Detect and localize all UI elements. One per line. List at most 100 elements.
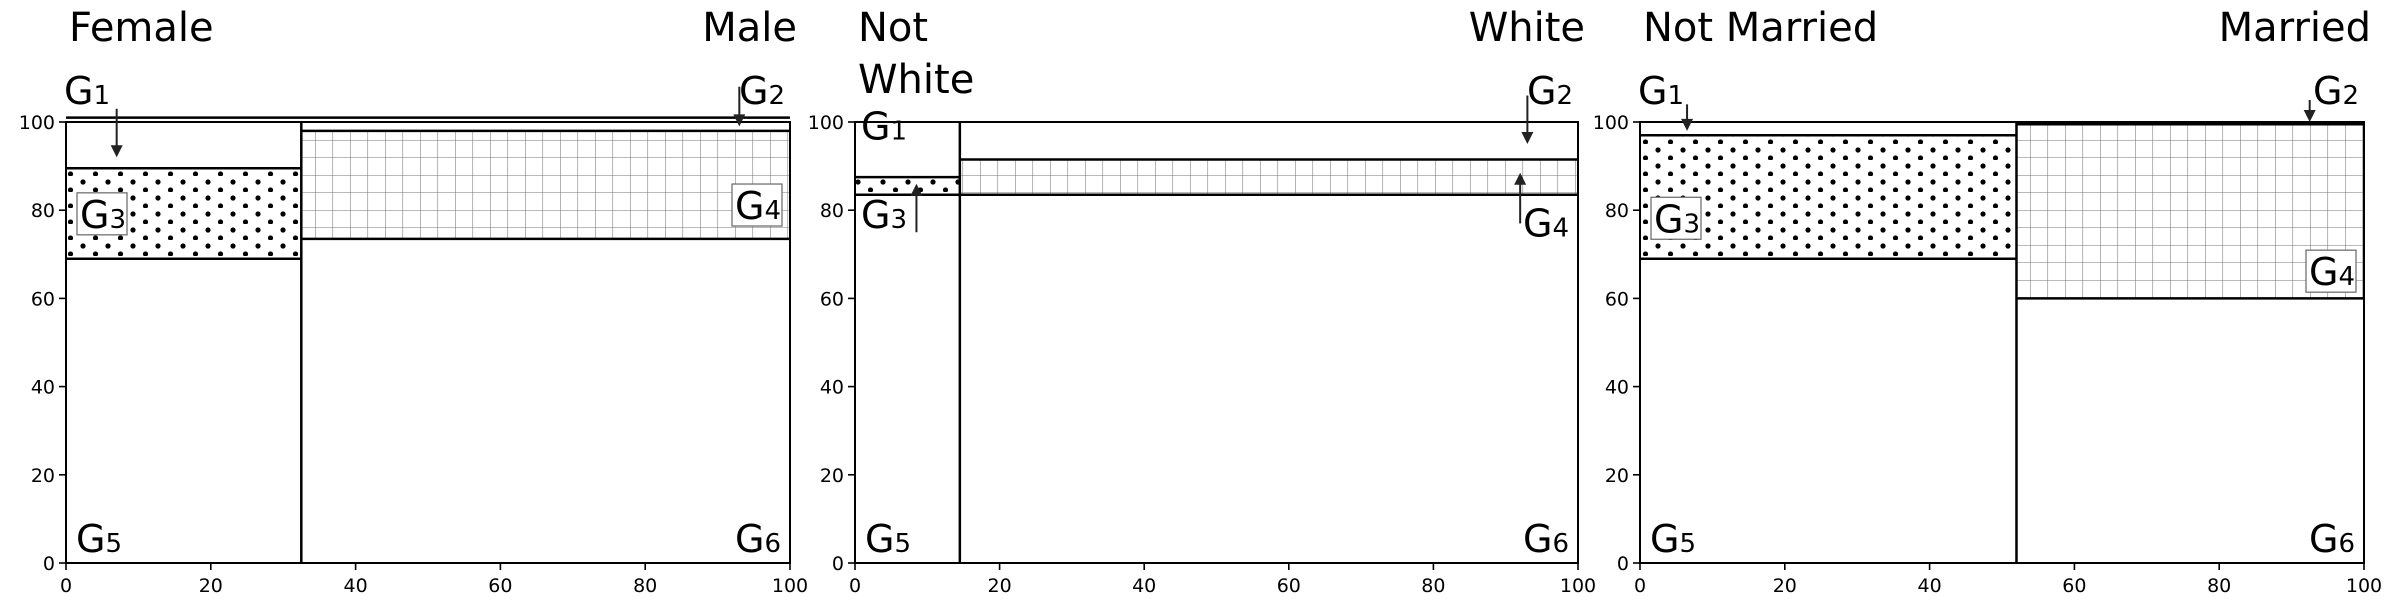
x-tick-label: 20 — [988, 575, 1012, 597]
group-label-g4: G4 — [2309, 250, 2355, 294]
y-tick-label: 80 — [1605, 200, 1629, 222]
category-label-line: Not — [858, 5, 928, 51]
group-label-main: G — [1638, 69, 1667, 113]
group-label-box — [731, 183, 783, 227]
group-label-main: G — [1523, 517, 1552, 561]
plot-frame — [1639, 121, 2365, 564]
category-label-right: Married — [2219, 5, 2371, 51]
y-tick-label: 0 — [1617, 553, 1629, 575]
y-tick-label: 20 — [31, 465, 55, 487]
pointer-arrow-head — [733, 114, 746, 127]
y-tick-label: 80 — [820, 200, 844, 222]
y-tick-label: 100 — [19, 112, 55, 134]
pointer-arrow-head — [2303, 110, 2316, 122]
group-label-g1: G1 — [64, 69, 110, 113]
group-label-sub: 5 — [1679, 529, 1696, 559]
group-label-sub: 1 — [890, 117, 907, 147]
group-label-g6: G6 — [735, 517, 781, 561]
category-label-left: Not Married — [1643, 5, 1878, 51]
group-label-main: G — [865, 517, 894, 561]
category-label-left: Not White — [858, 5, 974, 103]
pointer-arrow-head — [1514, 172, 1527, 185]
group-label-main: G — [735, 184, 764, 228]
group-label-main: G — [1654, 197, 1683, 241]
group-label-g1: G1 — [1638, 69, 1684, 113]
pointer-arrow-head — [910, 183, 923, 196]
grid-band-right — [959, 159, 1578, 195]
y-tick-label: 40 — [31, 377, 55, 399]
group-label-sub: 4 — [1552, 214, 1569, 244]
group-label-main: G — [80, 193, 109, 237]
x-tick-label: 100 — [2346, 575, 2382, 597]
group-label-sub: 6 — [2338, 529, 2355, 559]
group-label-sub: 6 — [1552, 529, 1569, 559]
group-label-sub: 2 — [768, 81, 785, 111]
group-label-sub: 3 — [1683, 209, 1700, 239]
group-label-main: G — [861, 193, 890, 237]
x-tick-label: 80 — [2207, 575, 2231, 597]
x-tick-label: 60 — [488, 575, 512, 597]
group-label-main: G — [64, 69, 93, 113]
category-label-line: Female — [69, 5, 214, 51]
group-label-sub: 4 — [2338, 262, 2355, 292]
plot-frame — [854, 121, 1579, 564]
pointer-arrow-head — [1681, 118, 1694, 131]
x-tick-label: 40 — [1918, 575, 1942, 597]
group-label-g4: G4 — [735, 184, 781, 228]
pointer-arrow-head — [1521, 132, 1534, 145]
plot-frame — [65, 121, 791, 564]
group-label-sub: 6 — [764, 529, 781, 559]
group-label-main: G — [76, 517, 105, 561]
group-label-g3: G3 — [1654, 197, 1700, 241]
group-label-box — [2305, 249, 2357, 293]
x-tick-label: 80 — [633, 575, 657, 597]
x-tick-label: 60 — [1277, 575, 1301, 597]
group-label-sub: 3 — [890, 205, 907, 235]
x-tick-label: 0 — [849, 575, 861, 597]
x-tick-label: 20 — [199, 575, 223, 597]
group-label-main: G — [739, 69, 768, 113]
group-label-g5: G5 — [76, 517, 122, 561]
category-label-right: Male — [702, 5, 797, 51]
category-label-right: White — [1469, 5, 1585, 51]
group-label-g3: G3 — [80, 193, 126, 237]
y-tick-label: 20 — [820, 465, 844, 487]
group-label-g2: G2 — [2313, 69, 2359, 113]
x-tick-label: 40 — [344, 575, 368, 597]
x-tick-label: 20 — [1773, 575, 1797, 597]
category-label-left: Female — [69, 5, 214, 51]
group-label-sub: 1 — [93, 81, 110, 111]
y-tick-label: 100 — [1593, 112, 1629, 134]
x-tick-label: 0 — [1634, 575, 1646, 597]
y-tick-label: 0 — [43, 553, 55, 575]
group-label-main: G — [2313, 69, 2342, 113]
group-label-sub: 4 — [764, 196, 781, 226]
x-tick-label: 100 — [1560, 575, 1596, 597]
group-label-g1: G1 — [861, 105, 907, 149]
x-tick-label: 40 — [1132, 575, 1156, 597]
group-label-sub: 5 — [894, 529, 911, 559]
group-label-sub: 5 — [105, 529, 122, 559]
grid-band-right — [301, 130, 790, 239]
group-label-sub: 1 — [1667, 81, 1684, 111]
group-label-main: G — [861, 105, 890, 149]
group-label-g3: G3 — [861, 193, 907, 237]
y-tick-label: 60 — [820, 288, 844, 310]
x-tick-label: 100 — [772, 575, 808, 597]
group-label-g2: G2 — [1527, 69, 1573, 113]
group-label-main: G — [1523, 202, 1552, 246]
y-tick-label: 20 — [1605, 465, 1629, 487]
group-label-g5: G5 — [865, 517, 911, 561]
category-label-line: White — [858, 57, 974, 103]
group-label-sub: 2 — [2342, 81, 2359, 111]
y-tick-label: 40 — [1605, 377, 1629, 399]
group-label-main: G — [735, 517, 764, 561]
group-label-box — [76, 192, 128, 236]
dotted-band-left — [855, 177, 960, 195]
group-label-box — [1650, 196, 1702, 240]
x-tick-label: 0 — [60, 575, 72, 597]
x-tick-label: 60 — [2062, 575, 2086, 597]
group-label-main: G — [1527, 69, 1556, 113]
